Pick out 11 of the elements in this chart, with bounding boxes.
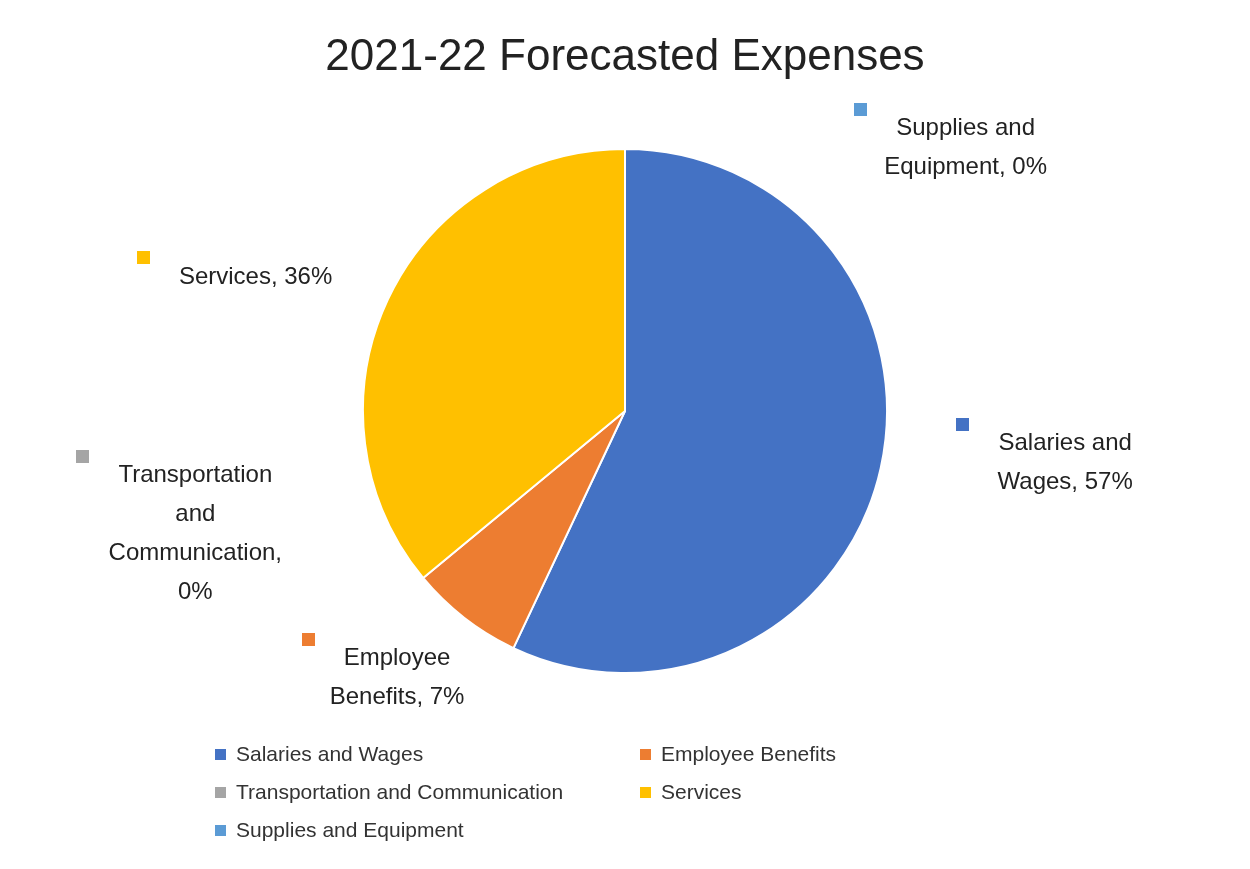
data-label: Salaries and Wages, 57%: [996, 426, 1134, 496]
legend-label: Services: [661, 780, 742, 804]
legend-label: Supplies and Equipment: [236, 818, 464, 842]
text: Supplies and Equipment, 0%: [884, 113, 1047, 180]
legend-label: Employee Benefits: [661, 742, 837, 766]
chart-title: 2021-22 Forecasted Expenses: [324, 30, 926, 80]
legend-label: Salaries and Wages: [236, 742, 424, 766]
data-label: Services, 36%: [177, 260, 334, 291]
text: Transportation and Communication, 0%: [108, 459, 283, 604]
legend-label: Transportation and Communication: [236, 780, 564, 804]
data-label: Employee Benefits, 7%: [328, 641, 466, 711]
